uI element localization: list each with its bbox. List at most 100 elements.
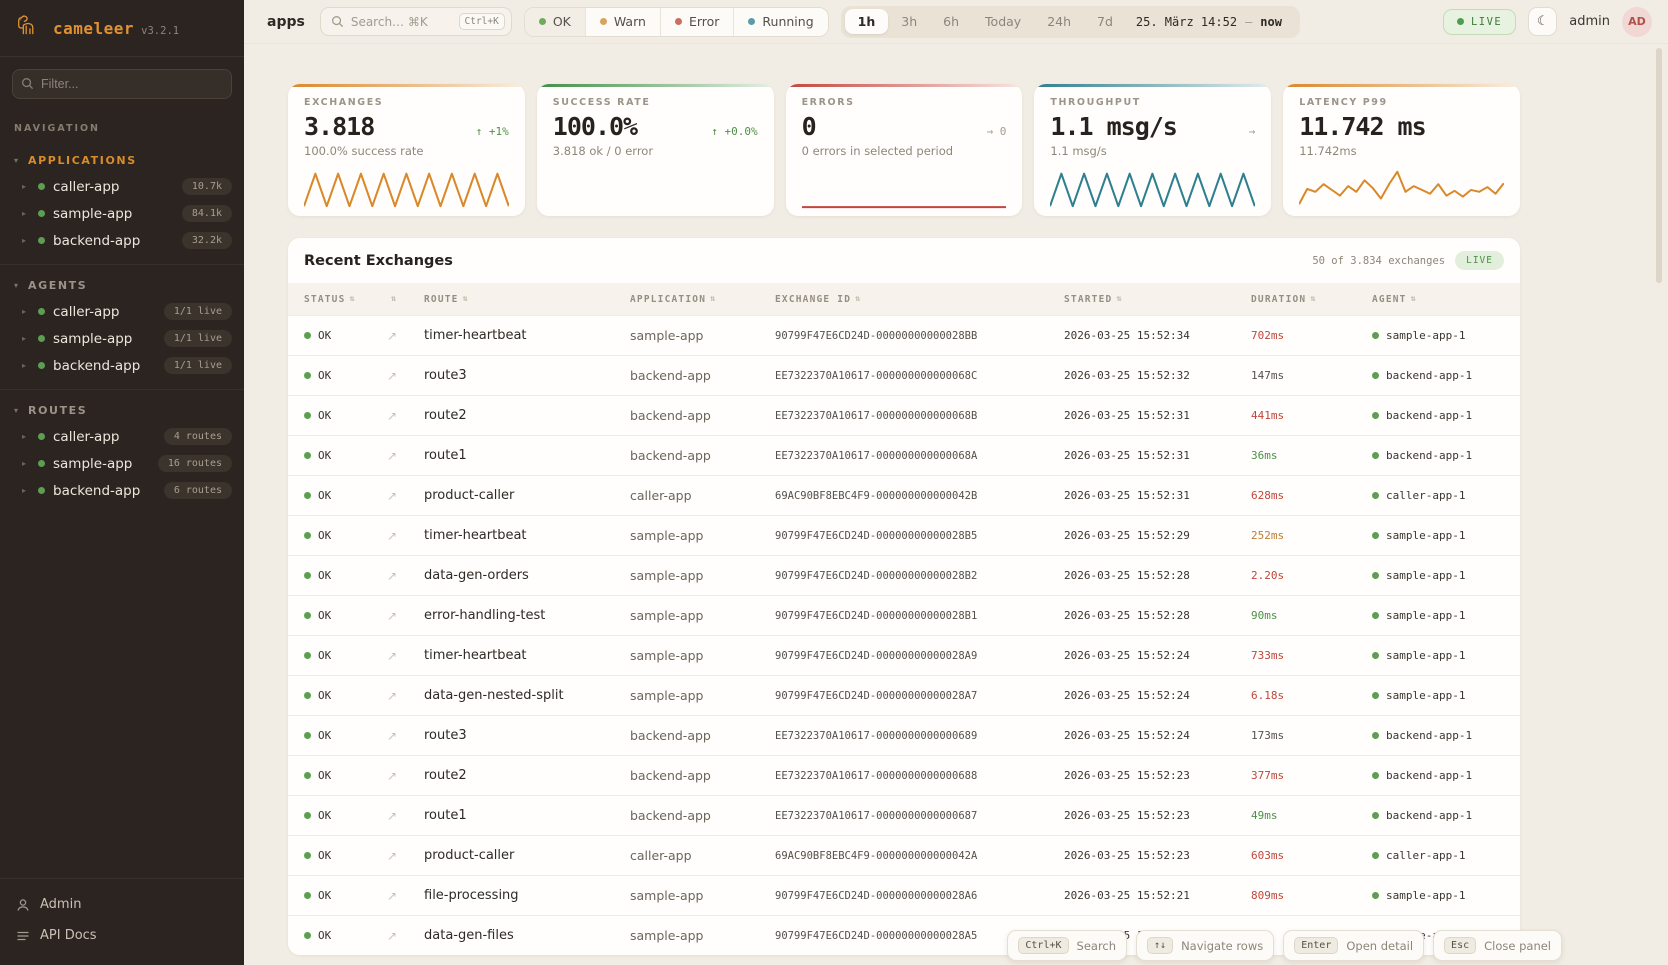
- table-row[interactable]: OK ↗ product-caller caller-app 69AC90BF8…: [288, 835, 1520, 875]
- chevron-right-icon: ▸: [22, 361, 27, 370]
- sidebar-item-caller-app[interactable]: ▸ caller-app 4 routes: [0, 423, 244, 450]
- sidebar-section-agents[interactable]: ▾ AGENTS: [0, 273, 244, 298]
- time-range-3h[interactable]: 3h: [901, 14, 918, 29]
- open-exchange-icon[interactable]: ↗: [387, 568, 398, 583]
- theme-toggle-button[interactable]: ☾: [1528, 7, 1558, 36]
- row-agent: sample-app-1: [1386, 689, 1466, 702]
- column-header-route[interactable]: ROUTE ⇅: [424, 294, 630, 305]
- column-header-application[interactable]: APPLICATION ⇅: [630, 294, 775, 305]
- open-exchange-icon[interactable]: ↗: [387, 448, 398, 463]
- open-exchange-icon[interactable]: ↗: [387, 408, 398, 423]
- sidebar-item-caller-app[interactable]: ▸ caller-app 1/1 live: [0, 298, 244, 325]
- sidebar-item-label: backend-app: [53, 357, 141, 374]
- row-application: caller-app: [630, 848, 692, 863]
- row-exchange-id: 90799F47E6CD24D-00000000000028A6: [775, 889, 978, 902]
- time-range-24h[interactable]: 24h: [1047, 14, 1072, 29]
- sort-icon: ⇅: [1116, 294, 1123, 304]
- table-row[interactable]: OK ↗ data-gen-orders sample-app 90799F47…: [288, 555, 1520, 595]
- time-range-1h[interactable]: 1h: [844, 9, 889, 34]
- date-range-picker[interactable]: 25. März 14:52 — now: [1126, 15, 1296, 29]
- status-filter-warn[interactable]: Warn: [584, 7, 660, 36]
- row-duration: 90ms: [1251, 609, 1278, 622]
- row-application: backend-app: [630, 368, 711, 383]
- time-range-6h[interactable]: 6h: [943, 14, 960, 29]
- avatar[interactable]: AD: [1622, 6, 1652, 37]
- agent-status-dot: [1372, 612, 1379, 619]
- table-row[interactable]: OK ↗ route1 backend-app EE7322370A10617-…: [288, 435, 1520, 475]
- table-row[interactable]: OK ↗ product-caller caller-app 69AC90BF8…: [288, 475, 1520, 515]
- sidebar-item-sample-app[interactable]: ▸ sample-app 84.1k: [0, 200, 244, 227]
- table-row[interactable]: OK ↗ timer-heartbeat sample-app 90799F47…: [288, 515, 1520, 555]
- sidebar-item-api-docs[interactable]: API Docs: [0, 920, 244, 951]
- open-exchange-icon[interactable]: ↗: [387, 768, 398, 783]
- row-status: OK: [318, 849, 332, 862]
- open-exchange-icon[interactable]: ↗: [387, 808, 398, 823]
- sidebar-item-backend-app[interactable]: ▸ backend-app 32.2k: [0, 227, 244, 254]
- table-row[interactable]: OK ↗ timer-heartbeat sample-app 90799F47…: [288, 635, 1520, 675]
- live-toggle-button[interactable]: LIVE: [1442, 8, 1517, 35]
- open-exchange-icon[interactable]: ↗: [387, 888, 398, 903]
- shortcut-key: Enter: [1294, 937, 1339, 954]
- agent-status-dot: [1372, 812, 1379, 819]
- sidebar-item-backend-app[interactable]: ▸ backend-app 6 routes: [0, 477, 244, 504]
- sidebar-item-backend-app[interactable]: ▸ backend-app 1/1 live: [0, 352, 244, 379]
- sidebar-item-label: caller-app: [53, 428, 120, 445]
- table-row[interactable]: OK ↗ route2 backend-app EE7322370A10617-…: [288, 755, 1520, 795]
- open-exchange-icon[interactable]: ↗: [387, 488, 398, 503]
- table-row[interactable]: OK ↗ error-handling-test sample-app 9079…: [288, 595, 1520, 635]
- agent-status-dot: [1372, 732, 1379, 739]
- open-exchange-icon[interactable]: ↗: [387, 728, 398, 743]
- column-header-duration[interactable]: DURATION ⇅: [1251, 294, 1372, 305]
- open-exchange-icon[interactable]: ↗: [387, 928, 398, 943]
- status-filter-error[interactable]: Error: [659, 7, 733, 36]
- row-duration: 628ms: [1251, 489, 1285, 502]
- status-filter-ok[interactable]: OK: [524, 7, 585, 36]
- row-started: 2026-03-25 15:52:34: [1064, 329, 1190, 342]
- table-row[interactable]: OK ↗ timer-heartbeat sample-app 90799F47…: [288, 315, 1520, 355]
- row-route: route1: [424, 808, 467, 823]
- scrollbar[interactable]: [1656, 48, 1662, 283]
- search-input[interactable]: Search… ⌘K Ctrl+K: [319, 7, 512, 36]
- open-exchange-icon[interactable]: ↗: [387, 328, 398, 343]
- row-status: OK: [318, 449, 332, 462]
- sparkline-chart: [801, 166, 1007, 210]
- time-range-7d[interactable]: 7d: [1097, 14, 1113, 29]
- table-row[interactable]: OK ↗ route1 backend-app EE7322370A10617-…: [288, 795, 1520, 835]
- chevron-right-icon: ▸: [22, 459, 27, 468]
- open-exchange-icon[interactable]: ↗: [387, 848, 398, 863]
- table-row[interactable]: OK ↗ data-gen-nested-split sample-app 90…: [288, 675, 1520, 715]
- column-header-started[interactable]: STARTED ⇅: [1064, 294, 1251, 305]
- table-row[interactable]: OK ↗ file-processing sample-app 90799F47…: [288, 875, 1520, 915]
- column-header-status[interactable]: STATUS ⇅: [304, 294, 387, 305]
- open-exchange-icon[interactable]: ↗: [387, 608, 398, 623]
- column-header-agent[interactable]: AGENT ⇅: [1372, 294, 1504, 305]
- row-status: OK: [318, 769, 332, 782]
- filter-input[interactable]: [12, 69, 232, 99]
- sidebar-item-admin[interactable]: Admin: [0, 889, 244, 920]
- sidebar-section-routes[interactable]: ▾ ROUTES: [0, 398, 244, 423]
- open-exchange-icon[interactable]: ↗: [387, 528, 398, 543]
- status-filter-label: Warn: [613, 14, 646, 29]
- row-route: route2: [424, 768, 467, 783]
- sidebar-item-sample-app[interactable]: ▸ sample-app 16 routes: [0, 450, 244, 477]
- sidebar-item-sample-app[interactable]: ▸ sample-app 1/1 live: [0, 325, 244, 352]
- time-range-today[interactable]: Today: [985, 14, 1022, 29]
- status-filter-dot: [538, 18, 546, 25]
- search-placeholder: Search… ⌘K: [350, 14, 428, 29]
- table-row[interactable]: OK ↗ route3 backend-app EE7322370A10617-…: [288, 715, 1520, 755]
- open-exchange-icon[interactable]: ↗: [387, 688, 398, 703]
- table-row[interactable]: OK ↗ route3 backend-app EE7322370A10617-…: [288, 355, 1520, 395]
- row-agent: backend-app-1: [1386, 409, 1473, 422]
- open-exchange-icon[interactable]: ↗: [387, 368, 398, 383]
- sidebar-section-applications[interactable]: ▾ APPLICATIONS: [0, 148, 244, 173]
- context-label: apps: [267, 13, 305, 30]
- agent-status-dot: [1372, 412, 1379, 419]
- table-row[interactable]: OK ↗ route2 backend-app EE7322370A10617-…: [288, 395, 1520, 435]
- status-filter-running[interactable]: Running: [733, 7, 827, 36]
- sort-icon: ⇅: [1410, 294, 1417, 304]
- column-header-link[interactable]: ⇅: [387, 294, 424, 304]
- sidebar-item-caller-app[interactable]: ▸ caller-app 10.7k: [0, 173, 244, 200]
- table-row[interactable]: OK ↗ data-gen-files sample-app 90799F47E…: [288, 915, 1520, 955]
- open-exchange-icon[interactable]: ↗: [387, 648, 398, 663]
- column-header-exchange-id[interactable]: EXCHANGE ID ⇅: [775, 294, 1064, 305]
